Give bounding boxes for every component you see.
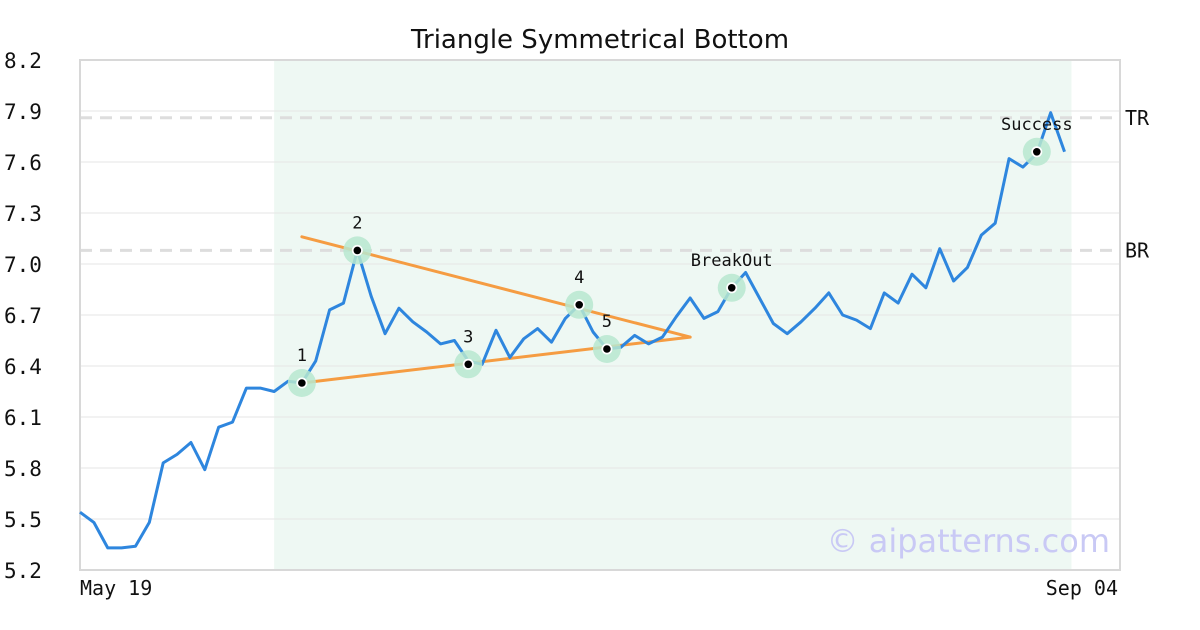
y-tick-label: 8.2 [4,49,42,73]
pivot-dot [727,284,736,292]
pivot-dot [464,360,473,369]
pivot-label: 2 [352,213,362,233]
pivot-label: BreakOut [691,251,773,271]
pivot-label: 1 [297,346,307,366]
y-tick-label: 5.5 [4,508,42,532]
pivot-dot [1033,148,1041,156]
pivot-label: Success [1001,115,1073,135]
y-tick-label: 7.0 [4,253,42,277]
chart-title: Triangle Symmetrical Bottom [410,25,789,55]
watermark: © aipatterns.com [827,522,1110,560]
y-axis-ticks: 8.2 7.9 7.6 7.3 7.0 6.7 6.4 6.1 5.8 5.5 5.2 [4,49,42,583]
level-label: BR [1125,238,1150,262]
pivot-label: 4 [574,268,584,288]
level-lines: TR BR [80,106,1150,262]
y-tick-label: 7.3 [4,202,42,226]
pivots: 1 2 3 4 5 BreakOut Success [287,115,1073,397]
pivot-dot [575,301,583,309]
pivot-dot [603,345,611,353]
plot-frame [79,59,1121,571]
y-tick-label: 6.4 [4,355,42,379]
y-tick-label: 6.7 [4,304,42,328]
y-tick-label: 6.1 [4,406,42,430]
level-label: TR [1125,106,1150,130]
y-tick-label: 7.6 [4,151,42,175]
y-tick-label: 5.8 [4,457,42,481]
x-tick-label: Sep 04 [1046,576,1118,600]
pivot-label: 3 [463,327,473,347]
y-tick-label: 5.2 [4,559,42,583]
pivot-dot [298,379,306,387]
y-tick-label: 7.9 [4,100,42,124]
pivot-label: 5 [602,312,612,332]
x-axis-ticks: May 19 Sep 04 [80,576,1118,600]
x-tick-label: May 19 [80,576,152,600]
pivot-dot [353,246,362,255]
